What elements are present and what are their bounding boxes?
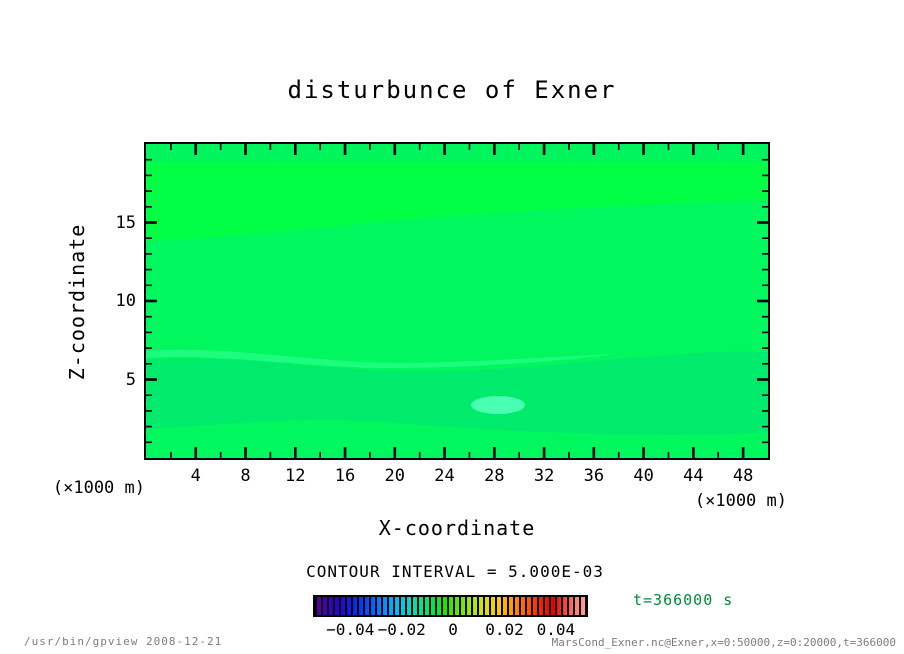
x-tick-label: 44 [683,466,704,486]
y-tick-label: 15 [115,212,136,233]
colorbar-tick-label: −0.02 [377,620,426,639]
x-tick-label: 48 [732,466,754,486]
x-tick-label: 32 [533,466,555,486]
colorbar-tick-label: 0 [448,620,458,639]
x-tick-label: 16 [334,466,356,486]
x-tick-label: 20 [384,466,406,486]
axis-tick-marks [146,144,768,458]
top-strip-band [146,144,768,162]
time-label: t=366000 s [633,591,734,609]
y-tick-label: 5 [125,369,136,390]
colorbar-tick-label: 0.02 [485,620,524,639]
x-tick-label: 12 [285,466,306,486]
y-tick-label: 10 [115,291,136,311]
x-unit-label-left: (×1000 m) [52,478,145,498]
x-tick-label: 36 [583,466,605,486]
colorbar [313,595,588,617]
x-tick-label: 4 [190,466,201,486]
x-tick-label: 40 [633,466,654,486]
x-tick-label: 8 [240,466,251,486]
colorbar-tick-label: −0.04 [326,620,375,639]
footer-source-text: MarsCond_Exner.nc@Exner,x=0:50000,z=0:20… [551,636,896,649]
colorbar-tick-label: 0.04 [536,620,576,639]
upper-contour-band [146,162,768,241]
contour-field [146,144,768,458]
contour-interval-text: CONTOUR INTERVAL = 5.000E-03 [306,562,604,581]
footer-command-text: /usr/bin/gpview 2008-12-21 [24,635,223,648]
anomaly-ellipse [471,396,525,414]
x-tick-label: 24 [434,466,455,486]
lower-contour-band [146,351,768,436]
y-axis-title: Z-coordinate [65,223,89,381]
x-tick-label: 28 [484,466,505,486]
x-axis-title: X-coordinate [378,516,536,540]
light-streak [146,349,616,369]
plot-title: disturbunce of Exner [287,76,617,104]
plot-area [144,142,770,460]
x-unit-label-right: (×1000 m) [694,491,787,511]
